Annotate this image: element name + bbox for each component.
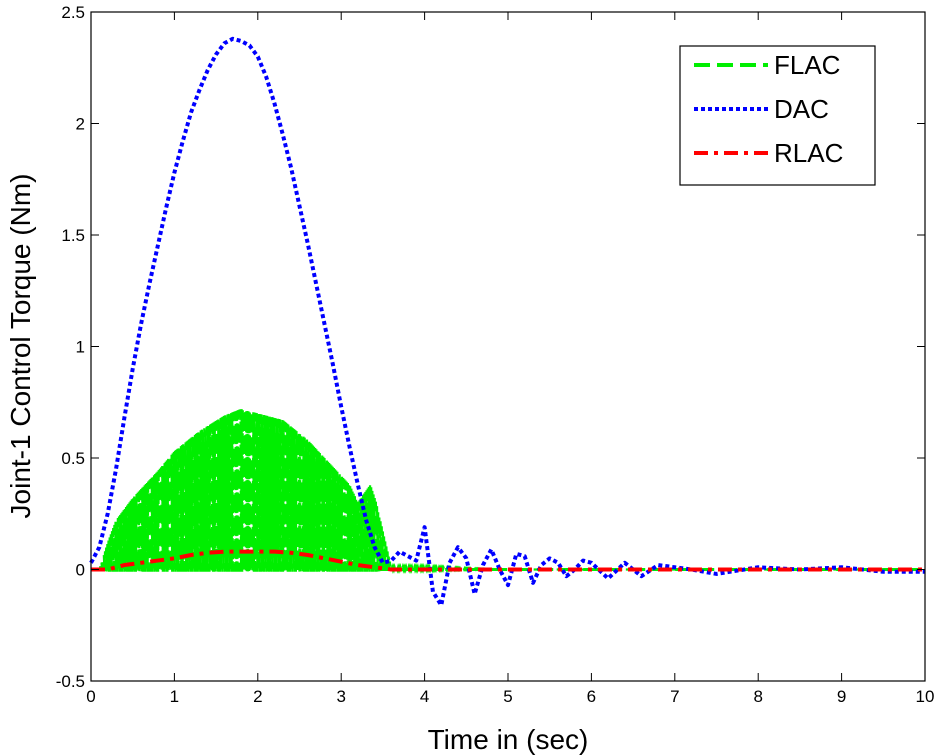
legend-label-dac: DAC	[774, 94, 829, 124]
series-line-rlac	[91, 549, 925, 572]
y-tick-label: 1	[76, 338, 85, 357]
x-tick-label: 3	[336, 687, 345, 706]
y-tick-label: -0.5	[56, 672, 85, 691]
x-tick-label: 4	[420, 687, 429, 706]
series-line-dac	[89, 36, 925, 608]
legend-box	[679, 45, 876, 186]
x-axis-label: Time in (sec)	[428, 724, 589, 755]
y-tick-label: 0	[76, 561, 85, 580]
y-tick-label: 2	[76, 115, 85, 134]
x-tick-label: 1	[170, 687, 179, 706]
x-tick-label: 6	[587, 687, 596, 706]
legend-label-rlac: RLAC	[774, 138, 843, 168]
x-tick-label: 5	[503, 687, 512, 706]
legend: FLAC DAC RLAC	[679, 45, 876, 186]
x-tick-label: 9	[837, 687, 846, 706]
x-tick-label: 10	[916, 687, 935, 706]
series-layer	[89, 36, 925, 608]
ticks-layer: 0 1 2 3 4 5 6 7 8 9 10-0.500.511.522.5	[56, 3, 935, 706]
legend-label-flac: FLAC	[774, 50, 840, 80]
x-tick-label: 0	[86, 687, 95, 706]
x-tick-label: 7	[670, 687, 679, 706]
x-tick-label: 2	[253, 687, 262, 706]
y-tick-label: 1.5	[61, 226, 85, 245]
y-axis-label: Joint-1 Control Torque (Nm)	[5, 174, 36, 519]
y-tick-label: 2.5	[61, 3, 85, 22]
y-tick-label: 0.5	[61, 449, 85, 468]
x-tick-label: 8	[753, 687, 762, 706]
